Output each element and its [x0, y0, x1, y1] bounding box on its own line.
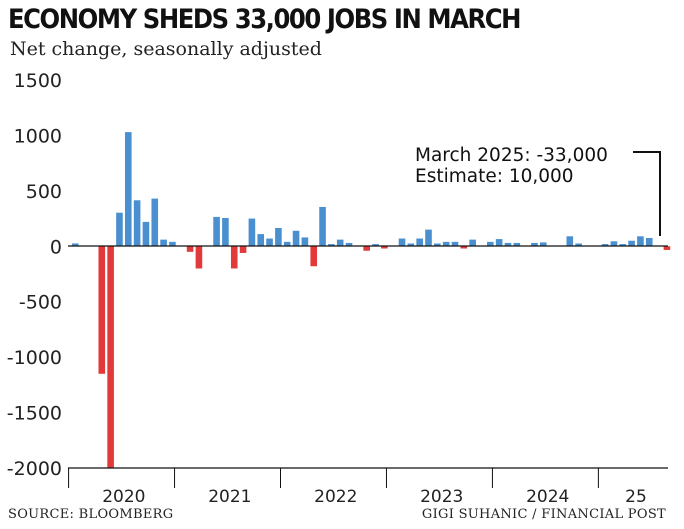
chart-title: ECONOMY SHEDS 33,000 JOBS IN MARCH — [8, 4, 521, 35]
x-tick-label: 2022 — [314, 487, 357, 507]
bar — [451, 241, 459, 247]
bar — [213, 216, 220, 247]
bar — [266, 238, 273, 247]
bar — [513, 242, 521, 247]
y-tick-label: 0 — [50, 236, 62, 258]
bar — [336, 239, 344, 247]
bar — [301, 237, 309, 247]
bar — [124, 132, 132, 247]
bar — [531, 242, 538, 247]
bar — [195, 246, 203, 269]
bar — [416, 238, 423, 247]
bar — [98, 246, 106, 374]
bar — [628, 240, 635, 247]
bar — [239, 246, 247, 253]
bar — [283, 241, 291, 247]
bar — [319, 206, 326, 247]
bar — [381, 246, 388, 249]
bar — [539, 242, 547, 247]
annotation-line1: March 2025: -33,000 — [415, 145, 608, 166]
y-tick-label: -1000 — [7, 347, 62, 369]
y-tick-label: -1500 — [7, 403, 62, 425]
bar — [442, 241, 450, 247]
bar — [275, 227, 282, 247]
annotation-leader-line — [633, 151, 661, 236]
bar — [142, 221, 150, 247]
bar — [434, 243, 441, 247]
bar — [645, 237, 653, 247]
bar — [487, 241, 494, 247]
y-tick-label: -500 — [19, 292, 62, 314]
bar — [186, 246, 194, 252]
y-tick-label: -2000 — [7, 458, 62, 480]
bar — [601, 244, 609, 247]
y-tick-label: 1500 — [14, 70, 62, 92]
bar — [248, 218, 256, 247]
chart-subtitle: Net change, seasonally adjusted — [10, 38, 322, 60]
bar — [637, 236, 644, 247]
bar — [619, 244, 627, 247]
x-tick-label: 25 — [625, 487, 647, 507]
bar — [425, 229, 432, 247]
bar — [292, 230, 300, 247]
bar — [372, 244, 379, 247]
bar — [504, 242, 512, 247]
bar — [328, 244, 335, 247]
x-tick-label: 2021 — [208, 487, 251, 507]
x-tick-label: 2020 — [102, 487, 145, 507]
bar — [230, 246, 238, 269]
source-note: SOURCE: BLOOMBERG — [8, 507, 174, 522]
bar — [107, 246, 114, 468]
bar — [310, 246, 318, 267]
x-tick-label: 2024 — [526, 487, 569, 507]
annotation-callout: March 2025: -33,000 Estimate: 10,000 — [415, 145, 661, 236]
bar — [407, 243, 415, 247]
annotation-line2: Estimate: 10,000 — [415, 166, 574, 187]
y-tick-label: 1000 — [14, 125, 62, 147]
bar — [345, 242, 353, 247]
credit-note: GIGI SUHANIC / FINANCIAL POST — [421, 507, 666, 522]
bar — [151, 198, 159, 247]
bar — [257, 234, 265, 247]
bar — [222, 218, 229, 247]
bar — [116, 212, 123, 247]
bar — [160, 239, 167, 247]
bar — [610, 241, 618, 247]
x-tick-label: 2023 — [420, 487, 463, 507]
bar — [663, 246, 671, 250]
bar — [566, 236, 574, 247]
bar — [460, 246, 468, 249]
bar — [398, 238, 406, 247]
bar — [363, 246, 370, 251]
bar — [72, 243, 79, 247]
bar — [133, 200, 141, 247]
bar — [575, 243, 582, 247]
bar — [495, 239, 503, 247]
bar — [169, 241, 176, 247]
y-tick-label: 500 — [26, 181, 62, 203]
bar — [469, 239, 476, 247]
